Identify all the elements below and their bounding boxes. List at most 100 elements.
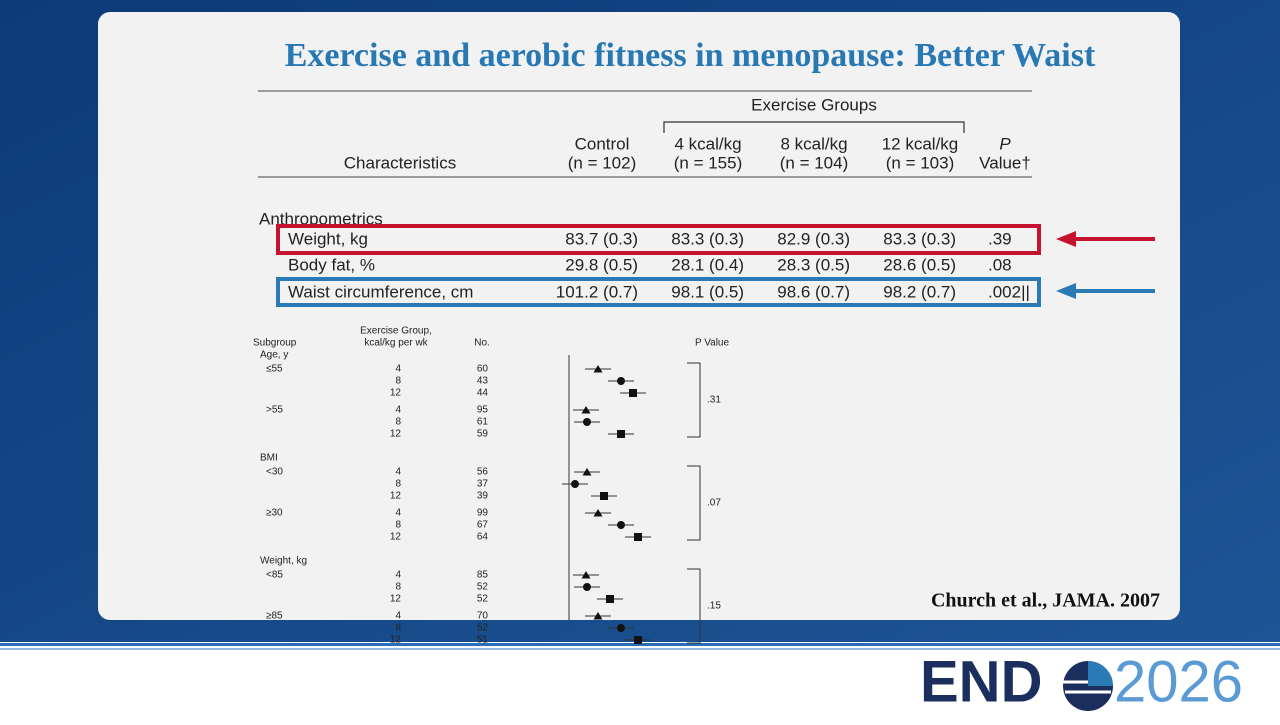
- row-label: Waist circumference, cm: [288, 282, 473, 301]
- marker: [617, 377, 625, 385]
- group-dose: 8: [395, 479, 401, 490]
- group-dose: 4: [395, 508, 401, 519]
- arrow: [1056, 231, 1155, 247]
- group-n: 70: [477, 611, 489, 622]
- subgroup-label: ≥85: [266, 611, 283, 622]
- group-n: 59: [477, 429, 489, 440]
- group-dose: 4: [395, 611, 401, 622]
- citation: Church et al., JAMA. 2007: [931, 590, 1160, 612]
- cell: 83.3 (0.3): [671, 229, 744, 248]
- forest-header: kcal/kg per wk: [364, 338, 428, 349]
- logo-text: END: [920, 649, 1042, 714]
- marker: [617, 521, 625, 529]
- highlight-box: [276, 224, 1041, 255]
- group-n: 85: [477, 570, 489, 581]
- subgroup-label: >55: [266, 405, 283, 416]
- marker: [593, 612, 603, 620]
- cell: .08: [988, 255, 1012, 274]
- marker: [581, 406, 591, 414]
- cell: 98.1 (0.5): [671, 282, 744, 301]
- marker: [617, 430, 625, 438]
- footer-stripe: [0, 643, 1280, 646]
- column-header: 12 kcal/kg: [882, 134, 959, 153]
- subgroup-label: <85: [266, 570, 283, 581]
- group-n: 44: [477, 388, 489, 399]
- marker: [600, 492, 608, 500]
- column-header: (n = 103): [886, 153, 955, 172]
- group-n: 56: [477, 467, 489, 478]
- bracket: [687, 362, 701, 438]
- group-n: 52: [477, 623, 489, 634]
- cell: 83.7 (0.3): [565, 229, 638, 248]
- group-dose: 12: [390, 594, 402, 605]
- group-dose: 4: [395, 570, 401, 581]
- marker: [634, 636, 642, 644]
- marker: [582, 468, 592, 476]
- logo-globe: [1063, 661, 1113, 711]
- subgroup-label: ≥30: [266, 508, 283, 519]
- group-dose: 8: [395, 376, 401, 387]
- group-n: 60: [477, 364, 489, 375]
- arrow: [1056, 283, 1155, 299]
- group-n: 99: [477, 508, 489, 519]
- subgroup-label: <30: [266, 467, 283, 478]
- column-header: Value†: [979, 153, 1031, 172]
- p-value: .07: [707, 498, 721, 509]
- group-dose: 12: [390, 635, 402, 646]
- section-label: Anthropometrics: [259, 209, 383, 228]
- column-header: (n = 102): [568, 153, 637, 172]
- cell: 28.1 (0.4): [671, 255, 744, 274]
- marker: [571, 480, 579, 488]
- content-panel: [98, 12, 1180, 620]
- cell: .39: [988, 229, 1012, 248]
- p-value: .15: [707, 601, 721, 612]
- p-value: .31: [707, 395, 721, 406]
- marker: [634, 533, 642, 541]
- group-header: Exercise Groups: [751, 95, 877, 114]
- cell: 101.2 (0.7): [556, 282, 638, 301]
- column-header: Control: [575, 134, 630, 153]
- cell: 82.9 (0.3): [777, 229, 850, 248]
- group-dose: 12: [390, 388, 402, 399]
- group-n: 61: [477, 417, 489, 428]
- slide-title: Exercise and aerobic fitness in menopaus…: [285, 37, 1096, 74]
- marker: [617, 624, 625, 632]
- subgroup-label: ≤55: [266, 364, 283, 375]
- bracket: [687, 568, 701, 644]
- row-label: Body fat, %: [288, 255, 375, 274]
- group-dose: 4: [395, 467, 401, 478]
- group-label: Age, y: [260, 350, 288, 361]
- column-header: 8 kcal/kg: [780, 134, 847, 153]
- bracket: [687, 465, 701, 541]
- group-n: 64: [477, 532, 489, 543]
- group-dose: 12: [390, 532, 402, 543]
- cell: 83.3 (0.3): [883, 229, 956, 248]
- group-n: 95: [477, 405, 489, 416]
- group-dose: 4: [395, 405, 401, 416]
- column-header: (n = 104): [780, 153, 849, 172]
- column-header: P: [999, 134, 1011, 153]
- group-label: Weight, kg: [260, 556, 307, 567]
- cell: 29.8 (0.5): [565, 255, 638, 274]
- highlight-box: [276, 277, 1041, 307]
- cell: 28.6 (0.5): [883, 255, 956, 274]
- cell: 98.2 (0.7): [883, 282, 956, 301]
- forest-header: Subgroup: [253, 338, 297, 349]
- group-n: 51: [477, 635, 489, 646]
- group-dose: 12: [390, 429, 402, 440]
- group-dose: 12: [390, 491, 402, 502]
- marker: [629, 389, 637, 397]
- group-label: BMI: [260, 453, 278, 464]
- column-header: 4 kcal/kg: [674, 134, 741, 153]
- marker: [583, 583, 591, 591]
- column-header: (n = 155): [674, 153, 743, 172]
- logo-text: 2026: [1114, 649, 1243, 714]
- group-bracket: [663, 121, 965, 133]
- group-n: 52: [477, 594, 489, 605]
- group-n: 37: [477, 479, 489, 490]
- footer-stripe: [0, 648, 1280, 650]
- group-dose: 4: [395, 364, 401, 375]
- marker: [581, 571, 591, 579]
- forest-header: P Value: [695, 338, 730, 349]
